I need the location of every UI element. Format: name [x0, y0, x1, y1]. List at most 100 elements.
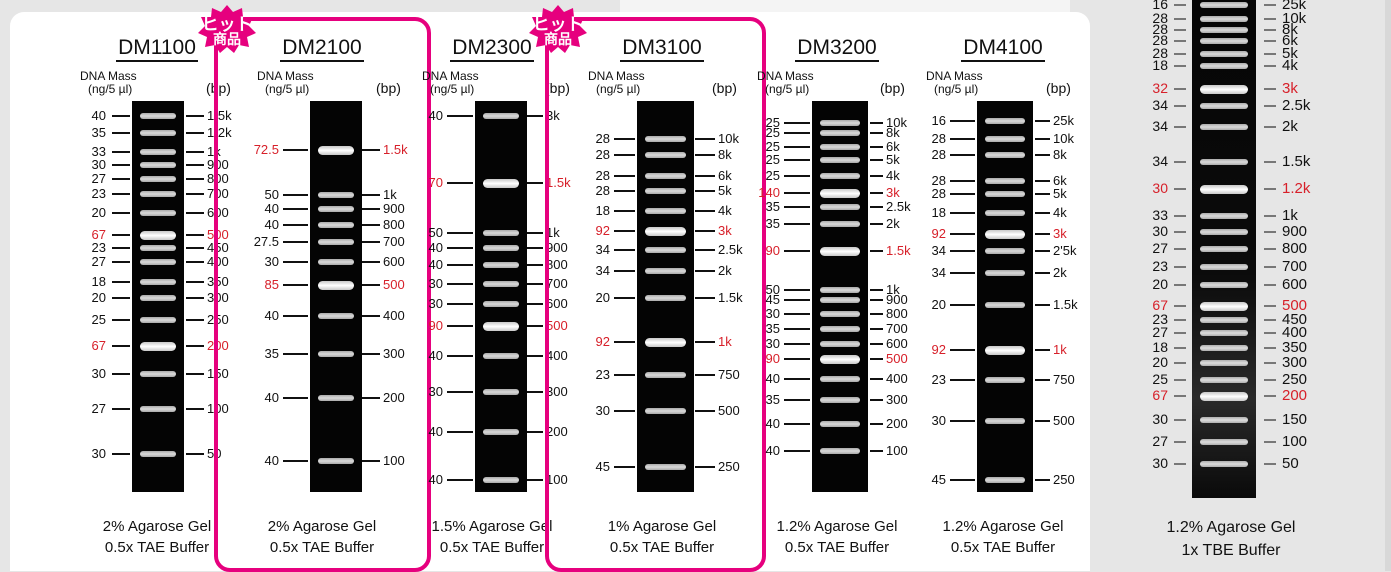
bp-label: 800	[886, 306, 908, 321]
bp-tick	[1264, 419, 1276, 421]
mass-label: 50	[264, 187, 279, 202]
bp-tick	[527, 303, 543, 305]
dna-band	[483, 262, 519, 268]
bp-tick	[695, 410, 715, 412]
dna-band	[483, 245, 519, 251]
mass-label: 30	[264, 254, 279, 269]
mass-tick	[447, 479, 473, 481]
bp-label: 1k	[383, 187, 397, 202]
dna-band	[985, 136, 1025, 142]
dna-band	[140, 230, 176, 240]
mass-tick	[1174, 284, 1186, 286]
bp-tick	[1035, 212, 1050, 214]
bp-label: 350	[1282, 339, 1308, 356]
mass-tick	[1174, 266, 1186, 268]
dna-band	[645, 247, 686, 253]
mass-label: 30	[91, 157, 106, 172]
dna-band	[140, 371, 176, 377]
bp-label: 600	[383, 254, 405, 269]
mass-tick	[112, 247, 130, 249]
mass-label: 18	[1152, 339, 1168, 355]
mass-tick	[447, 431, 473, 433]
dna-mass-label: DNA Mass	[926, 69, 983, 83]
mass-tick	[112, 261, 130, 263]
mass-label: 28	[1152, 32, 1168, 48]
mass-tick	[1174, 441, 1186, 443]
mass-label: 23	[1152, 311, 1168, 327]
mass-tick	[283, 261, 308, 263]
mass-tick	[1174, 319, 1186, 321]
bp-label: 1.2k	[207, 125, 232, 140]
mass-label: 72.5	[253, 142, 279, 157]
dna-band	[820, 204, 860, 210]
dna-band	[820, 173, 860, 179]
bp-label: 800	[546, 257, 568, 272]
mass-label: 50	[428, 225, 443, 240]
bp-tick	[186, 212, 204, 214]
dna-mass-header: DNA Mass (ng/5 µl)	[757, 70, 814, 96]
mass-tick	[1174, 305, 1186, 307]
dna-band	[483, 389, 519, 395]
bp-label: 10k	[1282, 10, 1307, 27]
bp-label: 8k	[718, 147, 732, 162]
mass-tick	[283, 397, 308, 399]
dna-band	[645, 226, 686, 236]
mass-tick	[1174, 395, 1186, 397]
bp-label: 600	[886, 336, 908, 351]
mass-label: 30	[765, 306, 780, 321]
mass-tick	[950, 233, 975, 235]
bp-tick	[527, 247, 543, 249]
bp-label: 300	[1282, 354, 1308, 371]
bp-tick	[695, 138, 715, 140]
bp-tick	[870, 313, 883, 315]
mass-tick	[1174, 105, 1186, 107]
bp-label: 2'5k	[1053, 243, 1077, 258]
gel-lane	[310, 101, 362, 492]
bp-label: 150	[1282, 411, 1308, 428]
bp-label: 300	[886, 392, 908, 407]
dna-mass-unit: (ng/5 µl)	[934, 82, 979, 96]
bp-label: 500	[546, 318, 568, 333]
bp-label: 5k	[718, 183, 732, 198]
panel-title: DM2300	[422, 36, 562, 62]
mass-label: 23	[91, 186, 106, 201]
mass-label: 92	[595, 334, 610, 349]
dna-band	[985, 118, 1025, 124]
mass-tick	[1174, 215, 1186, 217]
bp-label: 1k	[718, 334, 732, 349]
bp-tick	[362, 208, 380, 210]
dna-band	[1200, 2, 1248, 8]
mass-tick	[447, 283, 473, 285]
bp-label: 2k	[1053, 265, 1067, 280]
mass-label: 40	[428, 424, 443, 439]
dna-band	[483, 178, 519, 188]
dna-band	[1200, 16, 1248, 22]
burst-shape	[198, 5, 256, 53]
right-edge-strip	[1385, 0, 1391, 571]
bp-label: 500	[718, 403, 740, 418]
dna-band	[483, 321, 519, 331]
caption-buffer: 0.5x TAE Buffer	[269, 539, 375, 556]
mass-tick	[447, 247, 473, 249]
bp-tick	[870, 122, 883, 124]
mass-label: 40	[264, 308, 279, 323]
mass-tick	[614, 466, 635, 468]
bp-tick	[527, 264, 543, 266]
dna-mass-label: DNA Mass	[757, 69, 814, 83]
mass-tick	[1174, 362, 1186, 364]
dna-band	[985, 229, 1025, 239]
bp-label: 600	[1282, 276, 1308, 293]
mass-tick	[1174, 65, 1186, 67]
gel-caption: 1% Agarose Gel 0.5x TAE Buffer	[587, 516, 737, 558]
bp-tick	[186, 281, 204, 283]
bp-tick	[362, 194, 380, 196]
mass-label: 28	[595, 183, 610, 198]
dna-band	[1200, 317, 1248, 323]
mass-label: 35	[765, 392, 780, 407]
bp-tick	[870, 343, 883, 345]
mass-label: 28	[931, 173, 946, 188]
mass-label: 30	[595, 403, 610, 418]
dna-band	[820, 354, 860, 364]
mass-tick	[1174, 248, 1186, 250]
dna-band	[1200, 330, 1248, 336]
